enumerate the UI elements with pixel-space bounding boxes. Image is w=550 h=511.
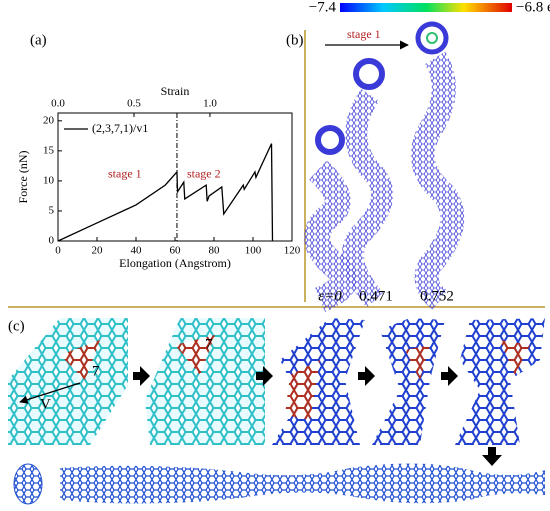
nanotube — [341, 88, 394, 308]
tube-end — [315, 125, 345, 155]
y-tick-label: 15 — [43, 144, 55, 156]
x2-tick-label: 0.5 — [127, 98, 141, 110]
x-tick-label: 40 — [131, 245, 143, 257]
stage-label: stage 1 — [347, 27, 381, 41]
x2-tick-label: 0.0 — [51, 98, 65, 110]
strain-label: 0.752 — [420, 288, 454, 304]
strain-label: 0.471 — [359, 288, 393, 304]
panel-label: (c) — [8, 318, 25, 334]
snapshot — [372, 318, 445, 445]
defect — [175, 335, 215, 375]
panel-label: (b) — [286, 32, 304, 48]
y-tick-label: 0 — [49, 235, 55, 247]
snapshot — [8, 318, 128, 445]
panel-label: (a) — [30, 32, 47, 48]
defect-label: 7 — [92, 363, 100, 379]
x-tick-label: 0 — [55, 245, 61, 257]
snapshot — [145, 318, 265, 445]
colorbar-label: −6.8 eV — [516, 0, 550, 15]
tube-end — [426, 32, 438, 44]
tube-end — [353, 58, 385, 90]
annotation: stage 1 — [108, 167, 142, 181]
nanotube — [410, 51, 465, 310]
arrow — [19, 382, 81, 404]
y-tick-label: 5 — [49, 204, 55, 216]
x-tick-label: 100 — [245, 245, 262, 257]
colorbar — [340, 3, 512, 12]
strain-label: ε=0 — [318, 288, 342, 304]
x2-axis-label: Strain — [161, 84, 190, 98]
nanotube — [60, 463, 545, 504]
defect-label: 7 — [205, 336, 213, 352]
defect — [500, 340, 530, 375]
snapshot — [455, 318, 545, 445]
defect — [60, 340, 100, 380]
x-tick-label: 80 — [209, 245, 221, 257]
tube-end — [13, 463, 43, 505]
x-tick-label: 120 — [284, 245, 301, 257]
defect-label: V — [40, 396, 51, 412]
tube-end — [415, 21, 449, 55]
colorbar-label: −7.4 — [309, 0, 337, 15]
defect — [405, 345, 430, 380]
data-line — [57, 143, 274, 242]
snapshot — [272, 318, 365, 445]
x-tick-label: 20 — [92, 245, 104, 257]
y-tick-label: 10 — [43, 174, 55, 186]
x-tick-label: 60 — [170, 245, 182, 257]
nanotube — [304, 160, 358, 312]
y-tick-label: 20 — [43, 114, 55, 126]
legend-label: (2,3,7,1)/v1 — [92, 121, 148, 135]
x-axis-label: Elongation (Angstrom) — [119, 256, 231, 270]
annotation: stage 2 — [187, 167, 221, 181]
y-axis-label: Force (nN) — [16, 151, 30, 204]
step-arrows — [133, 366, 502, 466]
defect — [285, 360, 320, 420]
x2-tick-label: 1.0 — [203, 98, 217, 110]
